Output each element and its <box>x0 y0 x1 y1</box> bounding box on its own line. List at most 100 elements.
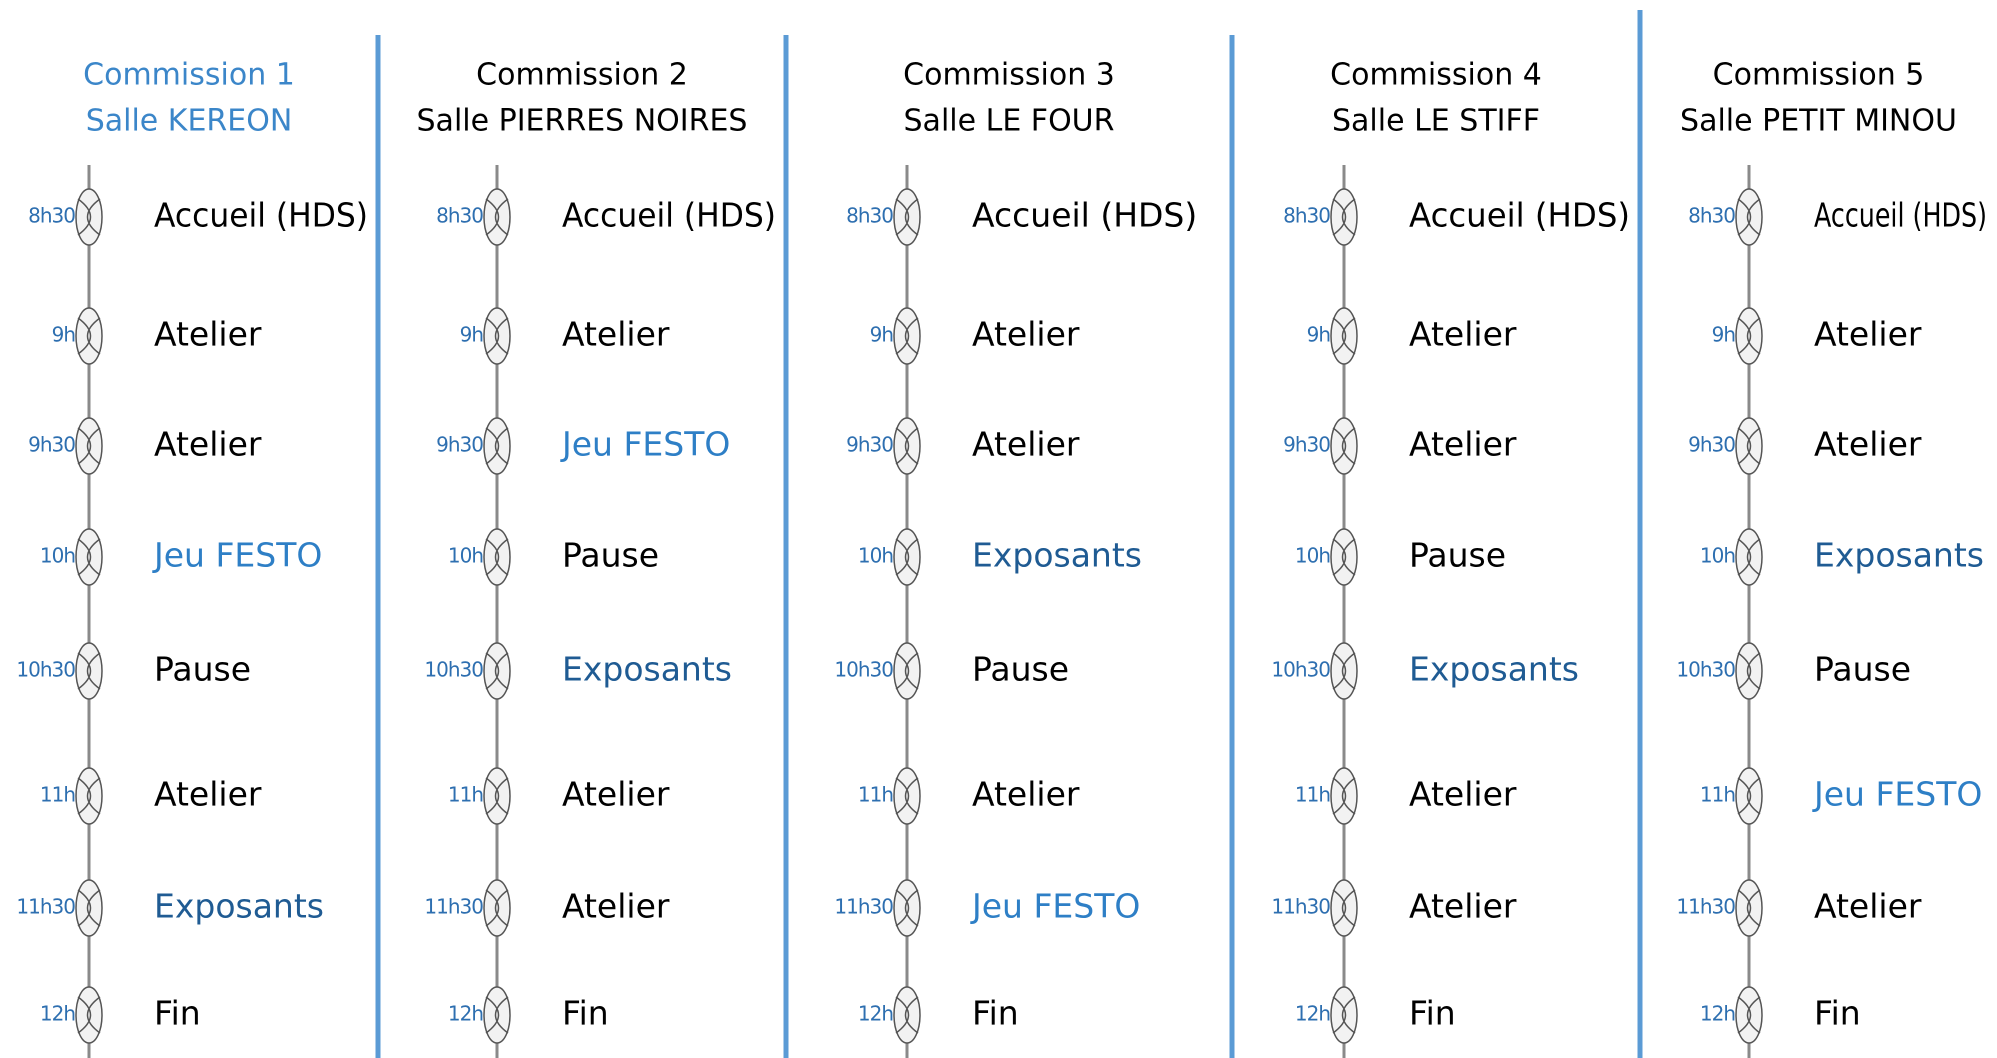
knot <box>893 879 921 937</box>
knot-loop <box>1332 996 1356 1034</box>
activity: Exposants <box>1814 536 1984 575</box>
activity: Exposants <box>972 536 1142 575</box>
column-title: Commission 2 <box>476 58 688 93</box>
activity: Jeu FESTO <box>1812 775 1982 814</box>
time-label: 10h <box>1700 544 1735 568</box>
time-label: 10h30 <box>1271 658 1330 682</box>
knot <box>75 986 103 1044</box>
activity: Atelier <box>1409 315 1517 354</box>
knot-loop <box>485 317 509 355</box>
time-label: 8h30 <box>1688 204 1735 228</box>
time-label: 10h30 <box>424 658 483 682</box>
time-label: 8h30 <box>436 204 483 228</box>
column-title: Commission 4 <box>1330 58 1542 93</box>
activity: Atelier <box>972 315 1080 354</box>
activity: Accueil (HDS) <box>154 196 368 235</box>
time-label: 8h30 <box>846 204 893 228</box>
time-label: 9h <box>870 323 893 347</box>
knot <box>893 188 921 246</box>
knot-loop <box>77 889 101 927</box>
activity: Fin <box>1814 994 1861 1033</box>
knot-loop <box>1332 538 1356 576</box>
knot <box>1330 528 1358 586</box>
knot <box>893 642 921 700</box>
knot <box>75 417 103 475</box>
knot <box>483 307 511 365</box>
knot <box>75 642 103 700</box>
knot <box>893 767 921 825</box>
activity: Accueil (HDS) <box>1814 196 1987 235</box>
knot-loop <box>895 427 919 465</box>
knot <box>1735 188 1763 246</box>
time-label: 10h <box>858 544 893 568</box>
activity: Atelier <box>562 315 670 354</box>
time-label: 10h30 <box>834 658 893 682</box>
knot-loop <box>1332 652 1356 690</box>
activity: Atelier <box>562 775 670 814</box>
column-title: Commission 1 <box>83 58 295 93</box>
activity: Pause <box>1814 650 1911 689</box>
time-label: 11h30 <box>834 895 893 919</box>
activity: Fin <box>972 994 1019 1033</box>
activity: Atelier <box>154 775 262 814</box>
activity: Atelier <box>1814 887 1922 926</box>
knot-loop <box>1332 317 1356 355</box>
column-title: Commission 3 <box>903 58 1115 93</box>
knot <box>1735 417 1763 475</box>
knot-loop <box>1737 198 1761 236</box>
knot-loop <box>895 198 919 236</box>
activity: Pause <box>1409 536 1506 575</box>
time-label: 11h30 <box>424 895 483 919</box>
time-label: 11h <box>448 783 483 807</box>
time-label: 10h30 <box>16 658 75 682</box>
knot-loop <box>77 427 101 465</box>
time-label: 8h30 <box>1283 204 1330 228</box>
activity: Atelier <box>1409 425 1517 464</box>
knot-loop <box>1737 889 1761 927</box>
knot <box>893 307 921 365</box>
activity: Exposants <box>562 650 732 689</box>
knot-loop <box>77 996 101 1034</box>
knot <box>483 642 511 700</box>
time-label: 10h <box>448 544 483 568</box>
knot <box>893 417 921 475</box>
room-name: Salle PIERRES NOIRES <box>417 104 748 139</box>
knot <box>75 767 103 825</box>
knot-loop <box>1737 652 1761 690</box>
column-title: Commission 5 <box>1713 58 1925 93</box>
knot-loop <box>485 538 509 576</box>
activity: Atelier <box>1814 425 1922 464</box>
knot-loop <box>1737 317 1761 355</box>
time-label: 9h <box>460 323 483 347</box>
time-label: 10h <box>1295 544 1330 568</box>
knot-loop <box>895 777 919 815</box>
knot-loop <box>1737 777 1761 815</box>
activity: Accueil (HDS) <box>972 196 1197 235</box>
knot <box>483 767 511 825</box>
time-label: 11h30 <box>16 895 75 919</box>
knot <box>893 986 921 1044</box>
knot-loop <box>485 777 509 815</box>
knot-loop <box>77 317 101 355</box>
activity: Fin <box>562 994 609 1033</box>
knot <box>893 528 921 586</box>
time-label: 11h30 <box>1271 895 1330 919</box>
knot-loop <box>1737 538 1761 576</box>
knot <box>1330 986 1358 1044</box>
time-label: 12h <box>40 1002 75 1026</box>
knot-loop <box>1332 198 1356 236</box>
time-label: 8h30 <box>28 204 75 228</box>
activity: Pause <box>972 650 1069 689</box>
knot <box>1735 642 1763 700</box>
knot-loop <box>485 198 509 236</box>
knot <box>1330 767 1358 825</box>
activity: Accueil (HDS) <box>562 196 776 235</box>
knot <box>1330 188 1358 246</box>
time-label: 12h <box>1700 1002 1735 1026</box>
activity: Atelier <box>1814 315 1922 354</box>
activity: Atelier <box>154 315 262 354</box>
knot-loop <box>1332 427 1356 465</box>
knot-loop <box>1737 427 1761 465</box>
activity: Fin <box>154 994 201 1033</box>
